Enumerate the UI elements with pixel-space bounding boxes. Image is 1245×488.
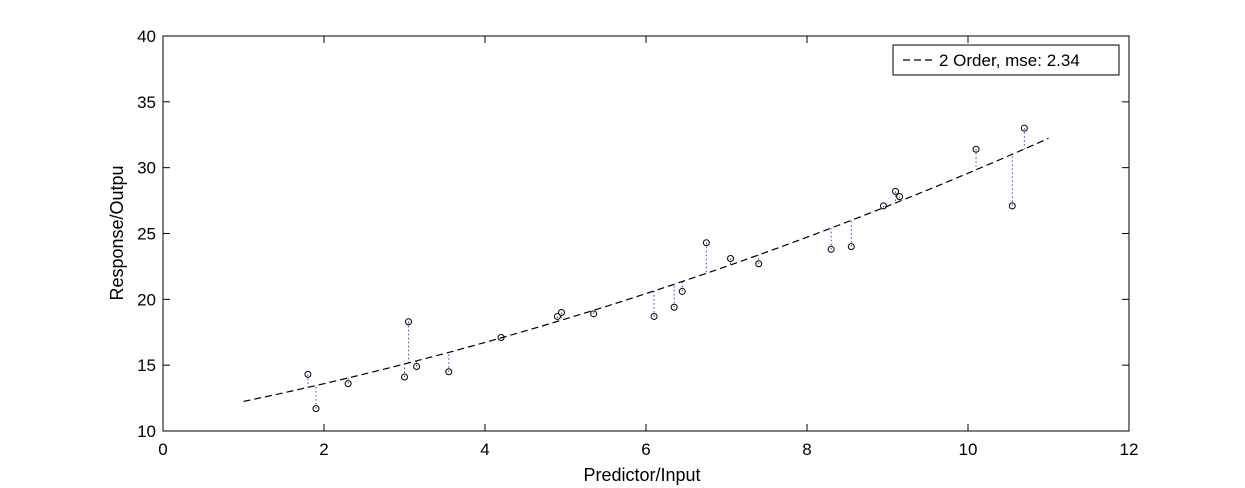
data-point <box>650 312 658 320</box>
data-point <box>553 312 561 320</box>
x-tick-label: 4 <box>480 440 489 459</box>
residual-lines <box>307 128 1025 409</box>
data-point <box>590 310 598 318</box>
data-point <box>755 260 763 268</box>
y-tick-label: 40 <box>137 27 156 46</box>
legend-entry-label: 2 Order, mse: 2.34 <box>939 51 1080 70</box>
data-point <box>847 243 855 251</box>
data-point <box>401 373 408 381</box>
data-point <box>972 145 980 153</box>
x-tick-label: 10 <box>959 440 978 459</box>
data-point <box>879 202 887 210</box>
y-tick-label: 35 <box>137 93 156 112</box>
y-axis-ticks: 10 15 20 25 30 35 40 <box>137 27 1129 441</box>
data-point <box>445 368 453 376</box>
data-point <box>670 303 678 311</box>
data-point <box>1020 124 1028 132</box>
data-point <box>1008 202 1016 210</box>
data-point <box>405 318 413 326</box>
y-tick-label: 20 <box>137 290 156 309</box>
x-tick-label: 8 <box>802 440 811 459</box>
x-axis-label: Predictor/Input <box>583 465 700 485</box>
legend: 2 Order, mse: 2.34 <box>892 44 1120 76</box>
data-point <box>312 405 320 413</box>
data-point <box>702 239 710 247</box>
data-point <box>727 255 735 263</box>
x-tick-label: 0 <box>158 440 167 459</box>
data-point <box>344 380 352 388</box>
x-axis-ticks: 0 2 4 6 8 10 12 <box>158 36 1138 459</box>
data-point <box>304 370 312 378</box>
plot-area <box>162 35 1130 432</box>
data-point <box>557 309 565 316</box>
data-point <box>678 287 686 295</box>
data-point <box>892 187 900 195</box>
y-tick-label: 10 <box>137 422 156 441</box>
data-point <box>827 245 835 253</box>
y-tick-label: 15 <box>137 356 156 375</box>
y-axis-label: Response/Outpu <box>107 165 127 300</box>
data-point <box>413 362 421 370</box>
fit-curve-group <box>243 137 1049 403</box>
y-tick-label: 30 <box>137 159 156 178</box>
data-point <box>497 334 505 342</box>
y-tick-label: 25 <box>137 225 156 244</box>
x-tick-label: 2 <box>319 440 328 459</box>
data-point <box>896 193 904 201</box>
x-tick-label: 12 <box>1120 440 1139 459</box>
fit-curve <box>243 137 1049 403</box>
data-points <box>304 124 1028 413</box>
x-tick-label: 6 <box>641 440 650 459</box>
